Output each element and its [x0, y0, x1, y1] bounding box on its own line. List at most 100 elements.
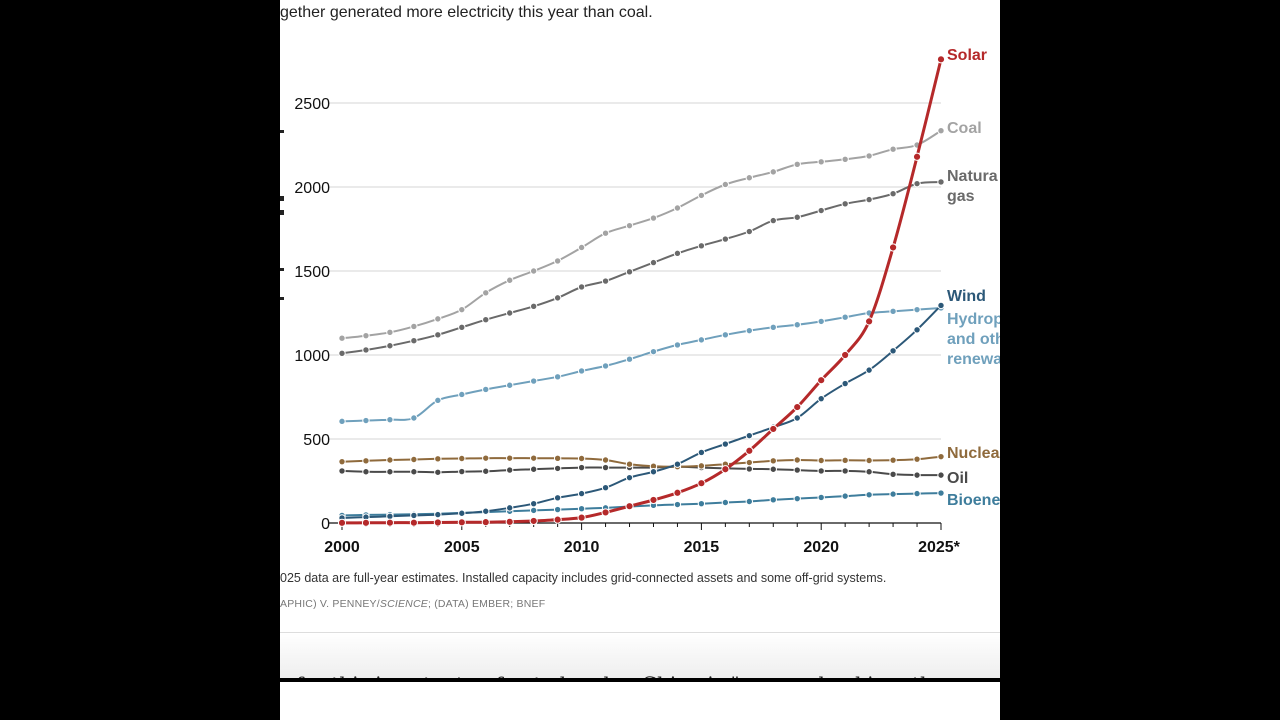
data-point: [745, 326, 754, 335]
data-point: [601, 277, 610, 285]
data-point: [338, 417, 346, 426]
data-point: [936, 55, 946, 64]
data-point: [841, 155, 849, 163]
series-label: Solar: [947, 47, 987, 64]
data-point: [793, 321, 801, 329]
data-point: [338, 334, 346, 342]
data-point: [410, 414, 418, 422]
data-point: [434, 315, 442, 323]
series-label: Wind: [947, 288, 986, 305]
data-point: [865, 366, 873, 374]
data-point: [529, 465, 538, 473]
data-point: [913, 179, 921, 188]
data-point: [506, 309, 514, 317]
data-point: [433, 518, 442, 527]
data-point: [625, 473, 634, 482]
data-point: [577, 489, 586, 498]
data-point: [553, 464, 562, 473]
data-point: [529, 267, 538, 275]
series-label: Hydrop: [947, 311, 1000, 328]
data-point: [577, 454, 586, 463]
data-point: [386, 468, 394, 476]
data-point: [386, 342, 394, 350]
data-point: [745, 446, 754, 455]
nuclear-line: [341, 455, 942, 468]
data-point: [577, 513, 586, 522]
edge-fragment-mark: [280, 130, 284, 133]
section-divider: [280, 632, 1000, 633]
data-point: [697, 499, 706, 508]
edge-fragment-mark: [280, 297, 284, 300]
data-point: [745, 174, 754, 182]
x-tick-label: 2025*: [918, 539, 961, 556]
data-point: [482, 467, 490, 475]
data-point: [553, 454, 562, 463]
data-point: [817, 376, 826, 385]
data-point: [649, 468, 658, 476]
data-point: [769, 496, 777, 504]
data-point: [793, 414, 801, 422]
data-point: [913, 326, 921, 334]
data-point: [817, 493, 825, 502]
data-point: [338, 349, 346, 358]
data-point: [577, 367, 586, 375]
data-point: [889, 145, 897, 153]
data-point: [458, 467, 466, 476]
data-point: [506, 276, 514, 284]
data-point: [553, 494, 562, 502]
edge-fragment-mark: [280, 268, 284, 271]
data-point: [362, 457, 370, 465]
data-point: [410, 322, 418, 331]
data-point: [529, 302, 538, 310]
data-point: [506, 504, 514, 512]
data-point: [697, 462, 706, 470]
data-point: [769, 323, 777, 331]
oil-series: [338, 463, 945, 479]
data-point: [601, 484, 610, 492]
data-point: [601, 508, 610, 517]
hydropower-and-other-renewables-line: [341, 307, 942, 423]
coal-line: [341, 129, 942, 340]
y-axis: 0 500 1000 1500 2000 2500: [294, 96, 330, 533]
data-point: [913, 305, 921, 314]
data-point: [937, 301, 945, 310]
data-point: [458, 323, 466, 331]
x-axis: 2000 2005 2010 2015 2020 2025*: [324, 522, 961, 556]
data-point: [409, 518, 418, 527]
data-point: [434, 331, 442, 339]
data-point: [865, 317, 874, 326]
data-point: [601, 229, 610, 237]
y-tick-label: 1500: [294, 264, 330, 281]
data-point: [721, 180, 730, 189]
data-point: [482, 289, 490, 297]
data-point: [434, 396, 442, 405]
data-point: [745, 465, 754, 473]
intro-text: gether generated more electricity this y…: [280, 4, 653, 21]
natural-gas-line: [341, 181, 942, 355]
x-tick-label: 2015: [684, 539, 720, 556]
data-point: [529, 454, 538, 462]
data-point: [937, 471, 945, 479]
data-point: [673, 204, 682, 212]
data-point: [673, 341, 682, 349]
data-point: [697, 448, 706, 457]
x-tick-label: 2005: [444, 539, 480, 556]
data-point: [458, 390, 466, 399]
y-tick-label: 500: [303, 432, 330, 449]
data-point: [649, 347, 658, 356]
y-tick-label: 2500: [294, 96, 330, 113]
data-point: [889, 190, 897, 198]
data-point: [529, 506, 538, 515]
data-point: [625, 355, 634, 363]
data-point: [434, 455, 442, 463]
y-tick-label: 0: [321, 516, 330, 533]
data-point: [865, 468, 873, 476]
data-point: [649, 495, 658, 505]
data-point: [793, 456, 801, 464]
data-point: [410, 455, 418, 464]
wind-series: [338, 301, 945, 522]
data-point: [529, 516, 538, 526]
data-point: [697, 479, 706, 488]
data-point: [817, 158, 825, 166]
data-point: [553, 373, 562, 381]
